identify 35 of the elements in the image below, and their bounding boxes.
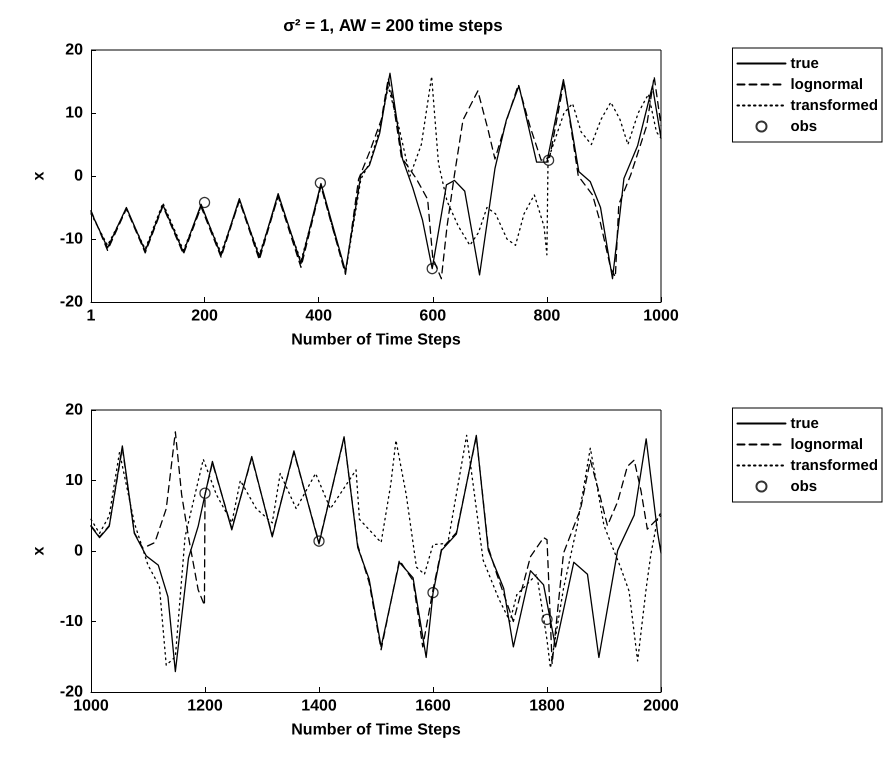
legend-label: obs [790, 118, 818, 135]
x-tick-label: 1200 [187, 698, 223, 714]
y-tick-label: -20 [60, 684, 84, 700]
x-tick-label: 200 [191, 308, 218, 324]
y-tick-label: -10 [60, 230, 84, 248]
x-tick-label: 2000 [643, 698, 679, 714]
legend-label: true [790, 415, 819, 432]
y-tick-label: 10 [65, 472, 84, 489]
x-tick-label: 1000 [73, 698, 109, 714]
x-axis-title: Number of Time Steps [291, 332, 461, 348]
y-tick-label: 10 [65, 104, 84, 122]
x-axis-title: Number of Time Steps [291, 722, 461, 738]
x-tick-label: 1800 [529, 698, 565, 714]
legend-label: transformed [790, 457, 878, 474]
x-tick-label: 1000 [643, 308, 679, 324]
legend-label: transformed [790, 97, 878, 114]
y-tick-label: -10 [60, 613, 84, 630]
x-tick-label: 400 [305, 308, 332, 324]
x-tick-label: 600 [419, 308, 446, 324]
legend-label: obs [790, 478, 818, 495]
y-tick-label: 0 [74, 542, 84, 560]
legend-label: lognormal [790, 436, 863, 453]
y-tick-label: 20 [65, 402, 84, 418]
x-tick-label: 1600 [415, 698, 451, 714]
x-tick-label: 1400 [301, 698, 337, 714]
y-tick-label: 20 [65, 42, 84, 58]
legend-label: true [790, 55, 819, 72]
chart-title: σ² = 1, AW = 200 time steps [283, 16, 503, 35]
x-tick-label: 1 [86, 308, 96, 324]
y-tick-label: -20 [60, 294, 84, 310]
legend-label: lognormal [790, 76, 863, 93]
y-axis-title: x [30, 171, 48, 180]
y-axis-title: x [30, 546, 48, 556]
x-tick-label: 800 [534, 308, 560, 324]
y-tick-label: 0 [74, 168, 84, 184]
